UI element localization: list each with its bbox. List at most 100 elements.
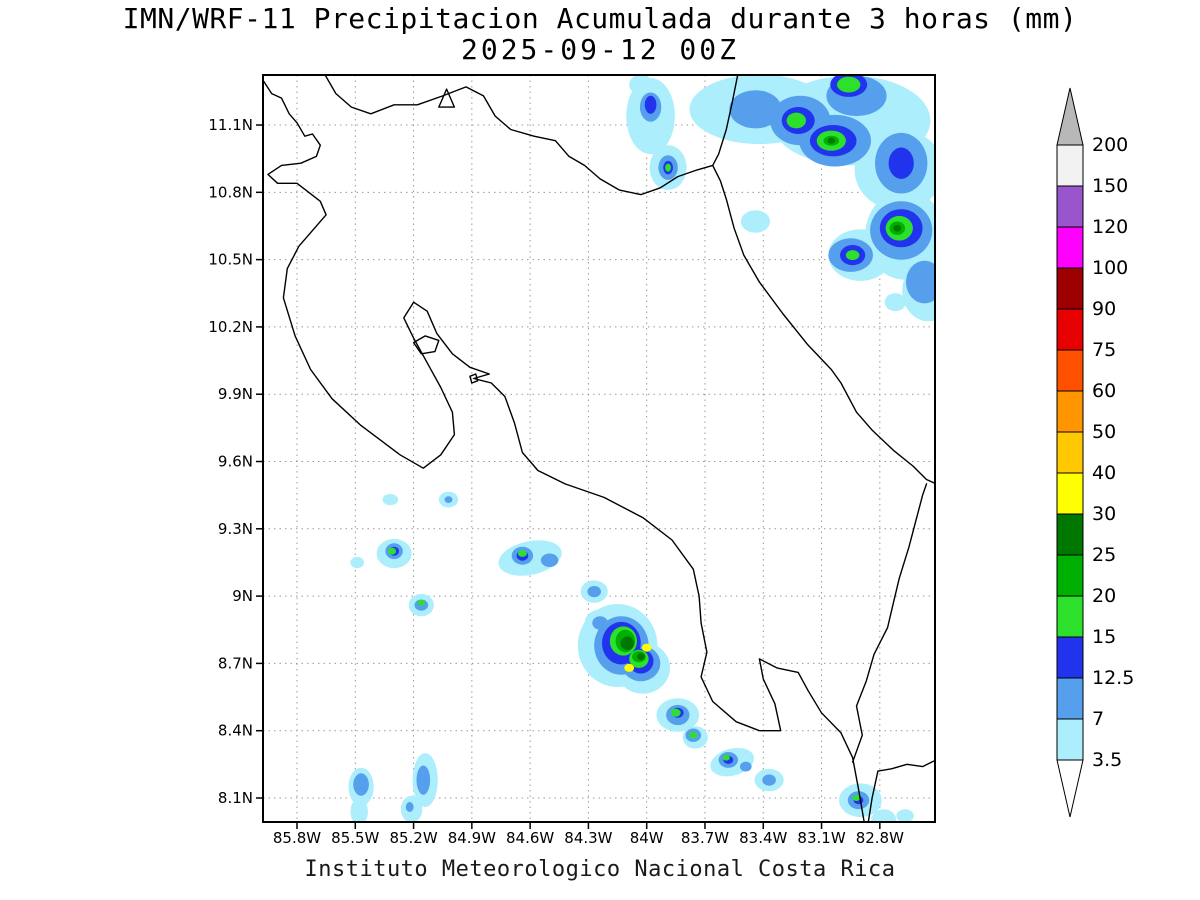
precip-field (348, 75, 935, 822)
colorbar-band (1056, 267, 1084, 310)
colorbar-label: 7 (1092, 708, 1104, 730)
precip-cell (620, 636, 635, 650)
precip-cell (670, 708, 681, 717)
precip-cell (350, 798, 368, 822)
y-tick-label: 10.2N (208, 318, 253, 336)
coastline-lake-nicaragua-san-juan (324, 75, 714, 196)
precip-cell (665, 163, 671, 172)
coastline-panama-border (851, 483, 928, 763)
colorbar-band (1056, 636, 1084, 679)
figure-title: IMN/WRF-11 Precipitacion Acumulada duran… (122, 2, 1078, 35)
map-frame (262, 74, 936, 823)
x-tick-label: 84W (630, 829, 664, 847)
precip-cell (845, 250, 860, 261)
colorbar-band (1056, 431, 1084, 474)
y-tick-label: 9.9N (218, 385, 253, 403)
colorbar-band (1056, 513, 1084, 556)
colorbar-label: 50 (1092, 421, 1116, 443)
precip-cell (444, 496, 453, 503)
colorbar-label: 120 (1092, 216, 1128, 238)
precip-cell (405, 802, 414, 812)
colorbar-label: 25 (1092, 544, 1116, 566)
x-tick-label: 85.5W (331, 829, 379, 847)
colorbar-band (1056, 226, 1084, 269)
colorbar-label: 40 (1092, 462, 1116, 484)
colorbar-label: 90 (1092, 298, 1116, 320)
precip-cell (740, 210, 771, 233)
precip-cell (884, 293, 907, 312)
colorbar-label: 3.5 (1092, 749, 1122, 771)
coastline-island-lake (438, 88, 456, 108)
x-tick-label: 83.7W (681, 829, 729, 847)
colorbar-band (1056, 554, 1084, 597)
y-tick-label: 10.8N (208, 183, 253, 201)
y-tick-label: 9N (232, 587, 253, 605)
precip-cell (587, 586, 601, 598)
colorbar-band (1056, 677, 1084, 720)
precip-cell (382, 494, 399, 506)
colorbar-label: 30 (1092, 503, 1116, 525)
y-tick-label: 10.5N (208, 251, 253, 269)
colorbar-band (1056, 472, 1084, 515)
coastline-pacific-coast (263, 79, 865, 822)
colorbar-label: 20 (1092, 585, 1116, 607)
y-tick-label: 9.3N (218, 520, 253, 538)
precip-cell (893, 224, 902, 232)
colorbar-band (1056, 144, 1084, 187)
colorbar-label: 15 (1092, 626, 1116, 648)
precip-cell (353, 773, 369, 796)
precip-cell (624, 663, 635, 672)
y-tick-label: 8.4N (218, 722, 253, 740)
colorbar: 200 150 120 100 90 75 60 50 40 30 25 20 15 12.5 7 3.5 (1056, 87, 1134, 818)
colorbar-under-arrow (1056, 759, 1084, 818)
x-tick-label: 84.3W (564, 829, 612, 847)
precip-cell (827, 137, 836, 144)
precip-cell (762, 774, 776, 786)
colorbar-band (1056, 349, 1084, 392)
colorbar-label: 200 (1092, 134, 1128, 156)
y-tick-label: 8.7N (218, 654, 253, 672)
precip-cell (641, 643, 652, 652)
precip-cell (896, 809, 914, 822)
precip-cell (644, 95, 657, 114)
precip-cell (722, 754, 730, 761)
coastline-island-chira (412, 335, 440, 355)
precip-cell (906, 260, 935, 304)
precip-cell (417, 599, 425, 606)
coastline-island-san-lucas (469, 373, 479, 384)
precip-cell (540, 553, 559, 567)
precip-cell (637, 653, 645, 661)
colorbar-over-arrow (1056, 87, 1084, 146)
x-tick-label: 82.8W (856, 829, 904, 847)
x-tick-label: 84.9W (448, 829, 496, 847)
precip-cell (837, 76, 861, 93)
x-tick-label: 84.6W (506, 829, 554, 847)
precip-cell (629, 75, 653, 95)
colorbar-label: 150 (1092, 175, 1128, 197)
y-tick-label: 8.1N (218, 789, 253, 807)
x-tick-label: 83.1W (797, 829, 845, 847)
precip-cell (729, 90, 782, 129)
colorbar-label: 60 (1092, 380, 1116, 402)
colorbar-label: 12.5 (1092, 667, 1134, 689)
coastline-caribbean-coast (712, 75, 935, 485)
colorbar-band (1056, 185, 1084, 228)
precip-cell (786, 112, 806, 129)
precip-cell (888, 147, 914, 179)
colorbar-label: 100 (1092, 257, 1128, 279)
x-tick-label: 85.8W (273, 829, 321, 847)
precip-cell (350, 556, 365, 569)
precip-cell (592, 616, 608, 630)
colorbar-label: 75 (1092, 339, 1116, 361)
colorbar-band (1056, 718, 1084, 761)
x-tick-label: 83.4W (739, 829, 787, 847)
colorbar-band (1056, 595, 1084, 638)
x-tick-label: 85.2W (389, 829, 437, 847)
y-tick-label: 11.1N (208, 116, 253, 134)
precip-cell (871, 809, 897, 822)
precip-cell (740, 761, 752, 772)
precip-cell (416, 765, 431, 795)
precip-cell (689, 731, 698, 739)
